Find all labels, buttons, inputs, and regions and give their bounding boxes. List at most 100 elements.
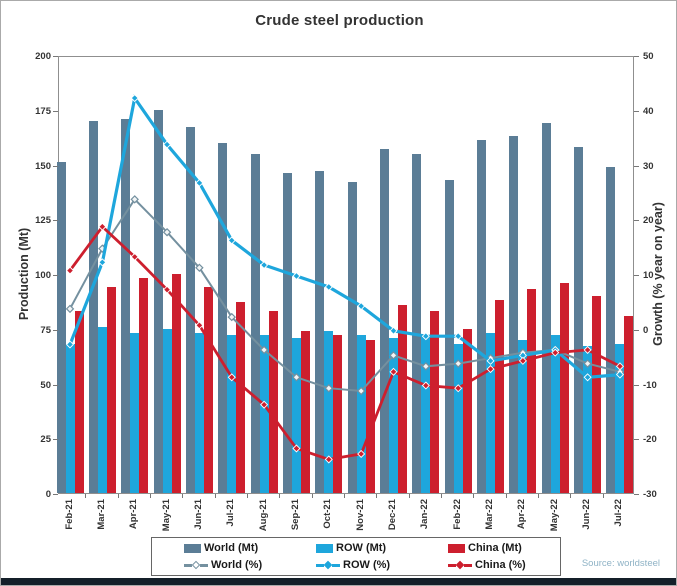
bar-world bbox=[412, 153, 422, 493]
legend-label: China (Mt) bbox=[468, 542, 522, 555]
left-axis-tick-label: 125 bbox=[35, 215, 51, 227]
right-axis-tick-label: 40 bbox=[643, 105, 654, 117]
legend-item-row-mt: ROW (Mt) bbox=[290, 542, 422, 554]
x-axis-tick bbox=[408, 494, 410, 498]
legend-line-part bbox=[200, 564, 208, 567]
marker-diamond-icon bbox=[130, 252, 139, 261]
x-axis-tick bbox=[570, 494, 572, 498]
left-axis-tick-label: 150 bbox=[35, 160, 51, 172]
bar-world bbox=[380, 149, 389, 493]
x-axis-tick-text: Nov-21 bbox=[354, 499, 366, 531]
x-axis-tick-text: Jan-22 bbox=[419, 499, 431, 530]
x-axis-tick bbox=[343, 494, 345, 498]
left-axis-tick bbox=[53, 384, 58, 386]
left-axis-tick-label: 200 bbox=[35, 51, 51, 62]
bar-world bbox=[56, 162, 66, 493]
right-axis-tick-label: -20 bbox=[643, 434, 657, 446]
bar-world bbox=[315, 171, 325, 493]
right-axis-title: Growth (% year on year) bbox=[651, 202, 665, 346]
marker-diamond-icon bbox=[551, 348, 560, 357]
marker-diamond-icon bbox=[292, 271, 301, 281]
marker-diamond-icon bbox=[163, 285, 172, 294]
bar-row bbox=[421, 335, 431, 493]
marker-diamond-icon bbox=[421, 381, 430, 390]
legend-line-part bbox=[332, 564, 340, 567]
legend-line-part bbox=[316, 564, 324, 567]
bar-china bbox=[495, 300, 505, 493]
x-axis-tick-label: Jun-22 bbox=[579, 499, 595, 551]
bar-china bbox=[430, 311, 440, 493]
marker-diamond-icon bbox=[227, 236, 236, 245]
legend-item-row-pct: ROW (%) bbox=[290, 559, 422, 571]
bar-china bbox=[462, 328, 472, 493]
world-bar-swatch-icon bbox=[184, 543, 201, 553]
left-axis-tick-label: 0 bbox=[45, 489, 51, 500]
right-axis-tick-label: 20 bbox=[643, 215, 654, 227]
left-axis-tick-label: 75 bbox=[40, 324, 51, 336]
right-axis-tick-label: 50 bbox=[643, 51, 654, 62]
x-axis-tick-text: Sep-21 bbox=[289, 499, 301, 531]
legend: World (Mt) ROW (Mt) China (Mt) World (%)… bbox=[151, 537, 561, 576]
marker-diamond-icon bbox=[389, 351, 398, 360]
legend-label: ROW (%) bbox=[343, 558, 391, 571]
right-axis-tick bbox=[634, 329, 639, 331]
bar-world bbox=[121, 118, 131, 493]
marker-diamond-icon bbox=[389, 326, 398, 335]
marker-diamond-icon bbox=[486, 365, 495, 374]
world-line-swatch-icon bbox=[184, 560, 208, 569]
x-axis-tick-text: Apr-22 bbox=[516, 499, 528, 530]
lines-layer bbox=[65, 94, 625, 464]
right-axis-tick bbox=[634, 220, 639, 222]
bar-china bbox=[624, 315, 634, 493]
marker-diamond-icon bbox=[486, 356, 495, 365]
line-china bbox=[68, 224, 621, 461]
bar-world bbox=[509, 136, 519, 493]
x-axis-tick-text: Oct-21 bbox=[322, 499, 334, 529]
marker-diamond-icon bbox=[615, 362, 624, 371]
legend-label: World (%) bbox=[211, 558, 263, 571]
marker-diamond-icon bbox=[292, 373, 301, 382]
right-axis-tick-label: 30 bbox=[643, 160, 654, 172]
bar-world bbox=[282, 173, 292, 493]
x-axis-tick-text: Feb-22 bbox=[451, 499, 463, 530]
marker-diamond-icon bbox=[130, 94, 139, 103]
bar-row bbox=[615, 344, 625, 493]
bar-row bbox=[389, 337, 398, 493]
bar-china bbox=[333, 335, 343, 493]
marker-diamond-icon bbox=[356, 386, 366, 396]
x-axis-tick-label: Apr-21 bbox=[126, 499, 142, 551]
marker-diamond-icon bbox=[454, 384, 463, 393]
bar-world bbox=[541, 122, 551, 493]
legend-item-china-mt: China (Mt) bbox=[422, 542, 554, 554]
bar-world bbox=[347, 182, 357, 493]
line-row bbox=[68, 94, 621, 379]
x-axis-tick-text: Feb-21 bbox=[63, 499, 75, 530]
left-axis-title: Production (Mt) bbox=[17, 227, 31, 321]
right-axis-tick bbox=[634, 165, 639, 167]
right-axis-tick-label: -10 bbox=[643, 379, 657, 391]
marker-diamond-icon bbox=[615, 370, 624, 379]
left-axis-tick bbox=[53, 165, 58, 167]
marker-diamond-icon bbox=[260, 261, 269, 270]
legend-line-part bbox=[184, 564, 192, 567]
legend-label: World (Mt) bbox=[204, 542, 259, 555]
x-axis-tick bbox=[505, 494, 507, 498]
left-axis-tick-label: 50 bbox=[40, 379, 51, 391]
x-axis-tick bbox=[441, 494, 443, 498]
bar-china bbox=[365, 339, 375, 493]
plot-area bbox=[56, 56, 634, 494]
marker-diamond-icon bbox=[389, 367, 398, 376]
x-axis-tick bbox=[214, 494, 216, 498]
x-axis-tick-text: Jul-22 bbox=[613, 499, 625, 527]
bar-row bbox=[130, 333, 140, 493]
left-axis-tick bbox=[53, 275, 58, 276]
bar-row bbox=[486, 333, 496, 493]
x-axis-tick bbox=[246, 494, 248, 498]
marker-diamond-icon bbox=[357, 449, 366, 458]
x-axis-tick bbox=[149, 494, 151, 498]
marker-diamond-icon bbox=[518, 356, 527, 365]
legend-label: China (%) bbox=[475, 558, 526, 571]
bar-row bbox=[356, 335, 366, 493]
bar-row bbox=[194, 333, 204, 493]
